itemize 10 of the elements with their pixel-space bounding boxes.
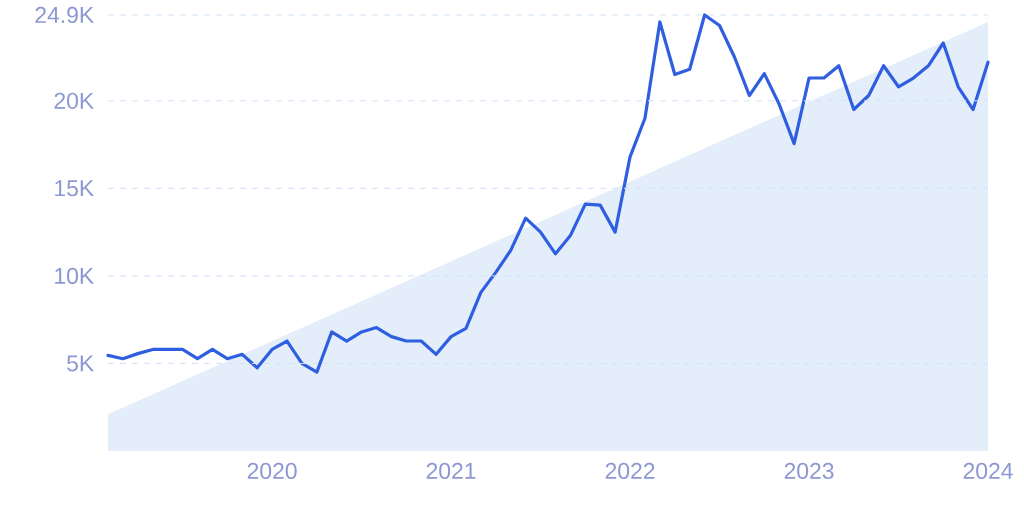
y-tick-label: 24.9K [35, 6, 94, 24]
y-tick-label: 10K [55, 267, 94, 284]
x-tick-label: 2024 [963, 462, 1013, 480]
x-tick-label: 2020 [247, 462, 297, 480]
y-tick-label: 20K [54, 92, 94, 109]
y-tick-label: 15K [55, 180, 94, 197]
x-tick-label: 2021 [426, 462, 476, 480]
y-tick-label: 5K [67, 355, 94, 372]
x-tick-label: 2023 [784, 462, 834, 480]
x-tick-label: 2022 [605, 462, 655, 480]
